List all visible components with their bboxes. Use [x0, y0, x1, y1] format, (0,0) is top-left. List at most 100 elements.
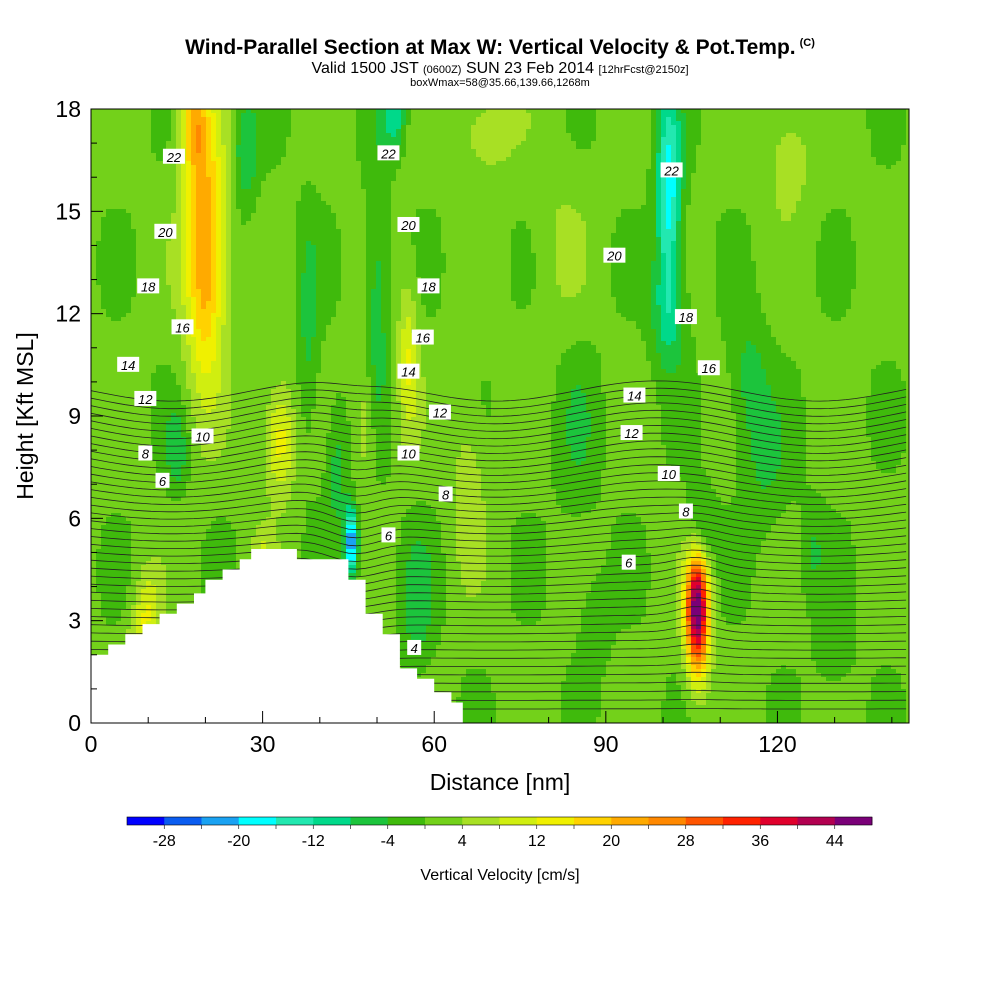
field-cell [311, 193, 317, 198]
field-cell [711, 221, 717, 226]
field-cell [786, 213, 792, 218]
field-cell [771, 121, 777, 126]
field-cell [521, 169, 527, 174]
field-cell [691, 145, 697, 150]
field-cell [346, 177, 352, 182]
field-cell [571, 109, 577, 114]
field-cell [706, 125, 712, 130]
field-cell [311, 125, 317, 130]
field-cell [481, 173, 487, 178]
field-cell [546, 197, 552, 202]
field-cell [101, 225, 107, 230]
field-cell [511, 153, 517, 158]
field-cell [421, 161, 427, 166]
field-cell [796, 149, 802, 154]
field-cell [331, 185, 337, 190]
field-cell [326, 165, 332, 170]
field-cell [791, 153, 797, 158]
field-cell [326, 201, 332, 206]
field-cell [186, 177, 192, 182]
field-cell [316, 153, 322, 158]
field-cell [846, 217, 852, 222]
field-cell [716, 189, 722, 194]
field-cell [786, 157, 792, 162]
field-cell [456, 193, 462, 198]
field-cell [391, 113, 397, 118]
field-cell [526, 189, 532, 194]
field-cell [291, 125, 297, 130]
field-cell [686, 209, 692, 214]
field-cell [136, 225, 142, 230]
field-cell [846, 121, 852, 126]
field-cell [836, 209, 842, 214]
field-cell [201, 141, 207, 146]
field-cell [846, 185, 852, 190]
field-cell [626, 209, 632, 214]
field-cell [161, 141, 167, 146]
field-cell [871, 109, 877, 114]
field-cell [451, 221, 457, 226]
field-cell [666, 221, 672, 226]
field-cell [571, 181, 577, 186]
field-cell [476, 153, 482, 158]
field-cell [901, 109, 907, 114]
field-cell [711, 209, 717, 214]
field-cell [366, 205, 372, 210]
field-cell [611, 121, 617, 126]
field-cell [136, 125, 142, 130]
field-cell [451, 109, 457, 114]
field-cell [836, 217, 842, 222]
field-cell [621, 117, 627, 122]
field-cell [566, 165, 572, 170]
field-cell [616, 213, 622, 218]
field-cell [636, 117, 642, 122]
field-cell [476, 161, 482, 166]
field-cell [851, 221, 857, 226]
field-cell [721, 121, 727, 126]
field-cell [486, 181, 492, 186]
field-cell [396, 209, 402, 214]
field-cell [156, 185, 162, 190]
field-cell [701, 201, 707, 206]
field-cell [181, 221, 187, 226]
field-cell [476, 137, 482, 142]
field-cell [531, 213, 537, 218]
field-cell [551, 109, 557, 114]
field-cell [871, 177, 877, 182]
field-cell [781, 137, 787, 142]
field-cell [431, 173, 437, 178]
field-cell [741, 109, 747, 114]
field-cell [491, 157, 497, 162]
field-cell [496, 133, 502, 138]
field-cell [771, 193, 777, 198]
field-cell [411, 177, 417, 182]
field-cell [746, 157, 752, 162]
field-cell [306, 109, 312, 114]
field-cell [301, 165, 307, 170]
field-cell [791, 205, 797, 210]
field-cell [596, 141, 602, 146]
field-cell [426, 209, 432, 214]
field-cell [361, 141, 367, 146]
field-cell [776, 133, 782, 138]
field-cell [406, 149, 412, 154]
field-cell [646, 165, 652, 170]
field-cell [376, 193, 382, 198]
field-cell [651, 129, 657, 134]
field-cell [421, 181, 427, 186]
field-cell [271, 117, 277, 122]
field-cell [501, 225, 507, 230]
field-cell [506, 189, 512, 194]
field-cell [116, 113, 122, 118]
field-cell [326, 141, 332, 146]
field-cell [806, 221, 812, 226]
field-cell [746, 181, 752, 186]
field-cell [301, 157, 307, 162]
field-cell [191, 181, 197, 186]
field-cell [116, 121, 122, 126]
field-cell [221, 113, 227, 118]
field-cell [726, 165, 732, 170]
field-cell [376, 125, 382, 130]
field-cell [701, 221, 707, 226]
field-cell [351, 137, 357, 142]
